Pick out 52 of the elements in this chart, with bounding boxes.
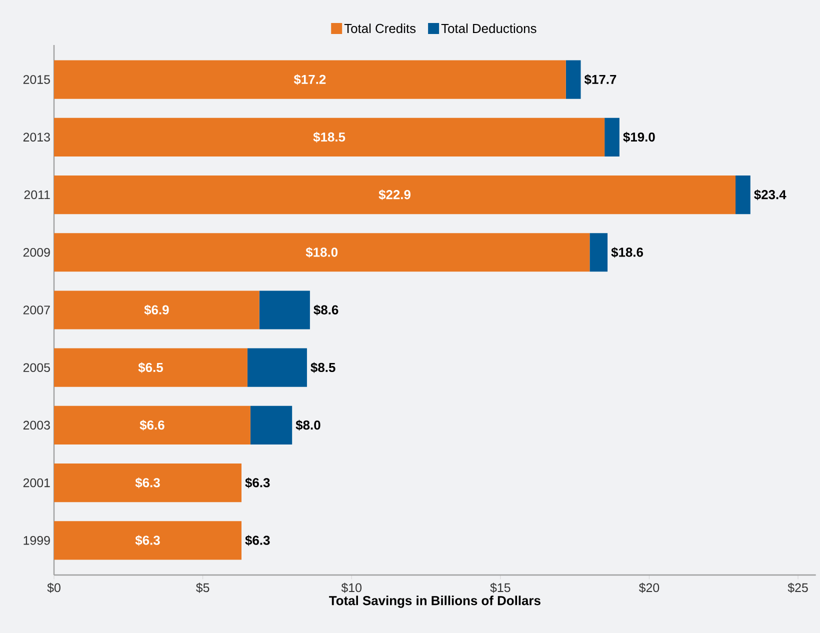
bar: [247, 348, 307, 387]
y-tick-label: 2015: [23, 75, 50, 84]
total-label: $17.7: [584, 74, 616, 85]
total-label: $8.5: [310, 362, 336, 373]
data-label: $6.3: [135, 535, 160, 546]
data-label: $18.0: [306, 247, 338, 258]
data-label: $22.9: [378, 189, 410, 200]
y-tick-label: 2011: [24, 190, 50, 200]
x-tick-label: $20: [638, 582, 660, 593]
y-tick-label: 2003: [23, 420, 50, 430]
x-tick-label: $25: [788, 582, 808, 593]
data-label: $18.5: [313, 132, 346, 142]
y-tick-label: 2007: [23, 306, 50, 314]
bar: [259, 290, 310, 330]
legend-label: Total Credits: [344, 24, 416, 34]
bar: [250, 406, 292, 445]
bar: [54, 464, 242, 502]
x-tick-label: $15: [490, 582, 510, 593]
bar: [54, 60, 566, 99]
total-label: $8.0: [296, 420, 320, 430]
legend-label: Total Deductions: [441, 24, 536, 34]
y-tick-label: 2009: [23, 248, 50, 257]
y-tick-label: 2013: [23, 132, 50, 142]
bar: [54, 348, 248, 387]
total-label: $19.0: [623, 132, 655, 142]
total-label: $6.3: [245, 535, 270, 546]
total-label: $6.3: [245, 478, 270, 488]
bar: [566, 60, 581, 99]
data-label: $6.5: [138, 362, 163, 373]
total-label: $23.4: [754, 189, 786, 200]
y-tick-label: 2005: [23, 363, 50, 372]
data-label: $6.3: [135, 478, 160, 488]
x-tick-label: $0: [47, 582, 60, 593]
bar: [54, 118, 605, 156]
bar: [54, 290, 260, 330]
bar: [604, 118, 620, 156]
x-tick-label: $10: [341, 582, 362, 593]
bar: [736, 175, 750, 214]
data-label: $6.9: [144, 304, 169, 316]
bar: [54, 521, 242, 560]
bar: [590, 233, 608, 272]
bar: [54, 233, 590, 272]
y-tick-label: 1999: [24, 536, 50, 545]
data-label: $6.6: [140, 420, 164, 430]
total-label: $18.6: [611, 247, 644, 258]
data-label: $17.2: [294, 74, 326, 85]
bar: [54, 175, 736, 214]
x-axis-title: Total Savings in Billions of Dollars: [329, 596, 540, 608]
bar: [54, 406, 250, 445]
y-tick-label: 2001: [23, 478, 50, 488]
x-tick-label: $5: [196, 582, 210, 593]
total-label: $8.6: [314, 304, 338, 316]
